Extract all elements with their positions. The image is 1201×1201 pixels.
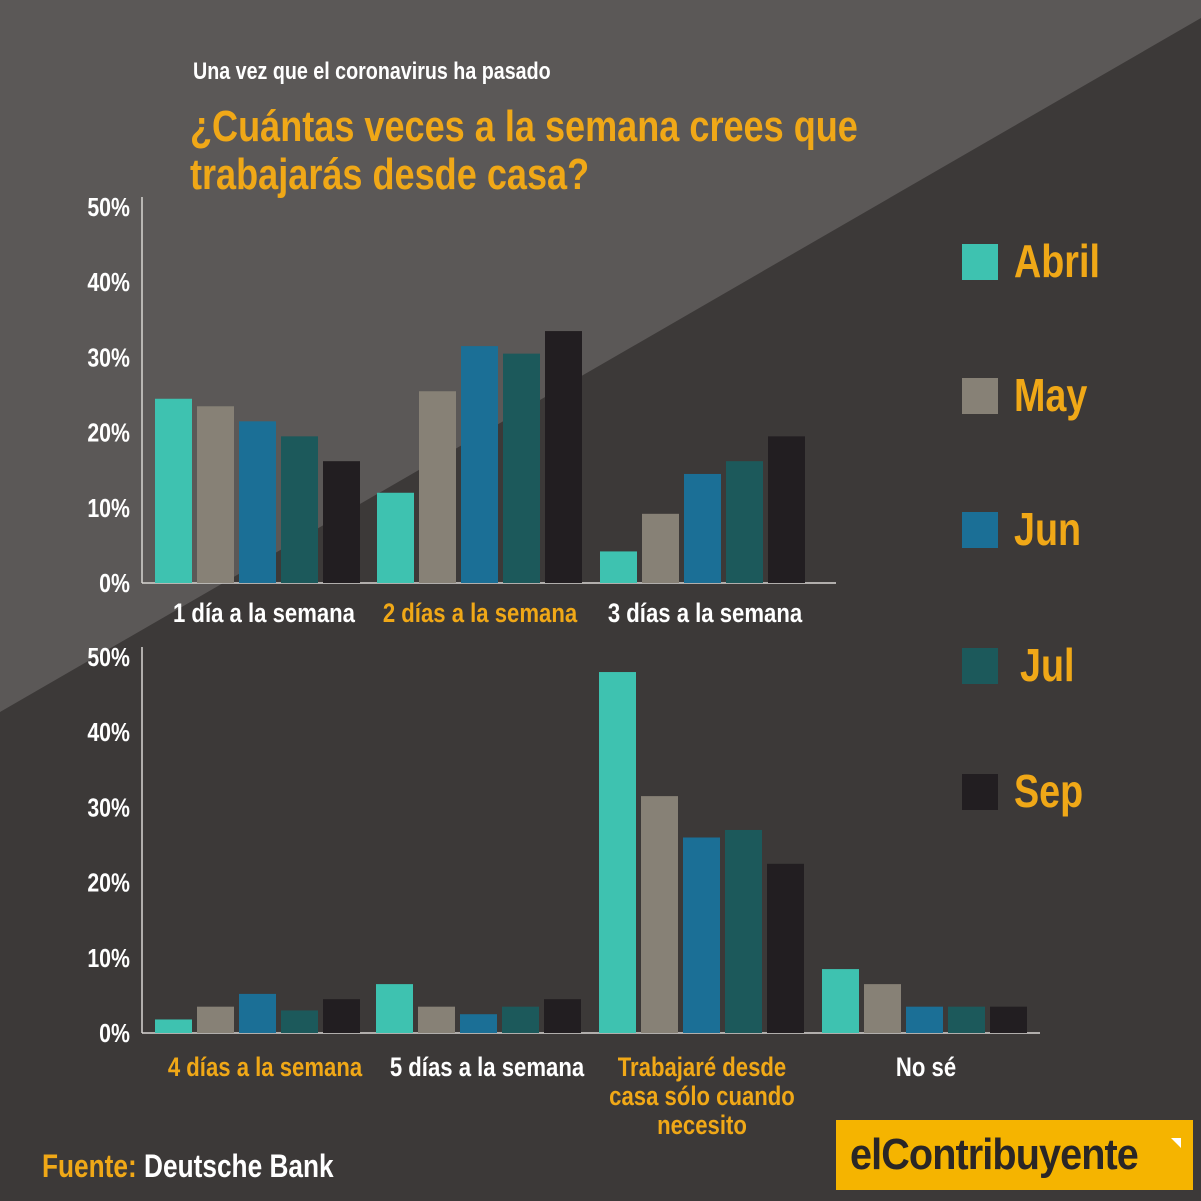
category-label: Trabajaré desde casa sólo cuando necesito: [609, 1053, 795, 1141]
bar-may: [419, 391, 456, 583]
y-tick-label: 20%: [87, 869, 130, 899]
y-tick-label: 0%: [99, 1019, 130, 1049]
y-tick-label: 40%: [87, 268, 130, 298]
bar-jun: [239, 993, 276, 1033]
bar-jul: [726, 461, 763, 583]
legend-swatch: [962, 244, 998, 280]
y-tick-label: 50%: [87, 643, 130, 673]
bar-jul: [281, 436, 318, 583]
bar-abril: [155, 398, 192, 583]
category-label: 5 días a la semana: [390, 1053, 585, 1083]
bar-sep: [990, 1006, 1027, 1033]
bar-jun: [683, 837, 720, 1033]
bar-jul: [502, 1006, 539, 1033]
y-tick-label: 20%: [87, 419, 130, 449]
y-tick-label: 10%: [87, 944, 130, 974]
bar-sep: [545, 331, 582, 583]
category-label: No sé: [896, 1053, 956, 1083]
bar-jul: [725, 829, 762, 1033]
legend-label: May: [1014, 369, 1088, 421]
source-note: Fuente: Deutsche Bank: [42, 1148, 334, 1185]
bar-abril: [600, 551, 637, 583]
bar-sep: [767, 863, 804, 1033]
bar-sep: [323, 461, 360, 583]
bar-may: [864, 984, 901, 1033]
bar-abril: [376, 984, 413, 1033]
bar-abril: [822, 969, 859, 1033]
bar-jun: [460, 1014, 497, 1033]
bar-jun: [239, 421, 276, 583]
brand-logo: elContribuyente: [836, 1120, 1193, 1190]
bar-jun: [906, 1006, 943, 1033]
bar-sep: [768, 436, 805, 583]
legend-item-may: May: [962, 368, 1192, 428]
bar-abril: [599, 672, 636, 1033]
bar-may: [197, 1006, 234, 1033]
chart-subtitle: Una vez que el coronavirus ha pasado: [193, 58, 551, 85]
legend-label: Jul: [1020, 639, 1075, 691]
bar-jun: [684, 473, 721, 583]
bar-may: [642, 513, 679, 583]
logo-text: elContribuyente: [850, 1130, 1139, 1179]
category-label: 4 días a la semana: [168, 1053, 363, 1083]
bar-abril: [155, 1019, 192, 1033]
legend: Abril May Jun Jul Sep: [962, 234, 1192, 834]
bar-sep: [323, 999, 360, 1033]
bar-jul: [948, 1006, 985, 1033]
y-tick-label: 50%: [87, 193, 130, 223]
bar-may: [197, 406, 234, 583]
bar-sep: [544, 999, 581, 1033]
y-tick-label: 0%: [99, 569, 130, 599]
logo-corner-mark: [1171, 1138, 1181, 1148]
legend-swatch: [962, 774, 998, 810]
category-label: 1 día a la semana: [173, 599, 355, 629]
legend-item-sep: Sep: [962, 764, 1192, 824]
y-tick-label: 10%: [87, 494, 130, 524]
bar-may: [641, 796, 678, 1033]
legend-item-jul: Jul: [962, 638, 1192, 698]
bar-abril: [377, 492, 414, 583]
legend-label: Jun: [1014, 503, 1082, 555]
source-value: Deutsche Bank: [144, 1148, 334, 1184]
y-tick-label: 40%: [87, 718, 130, 748]
category-label: 3 días a la semana: [608, 599, 803, 629]
bar-jul: [503, 353, 540, 583]
legend-item-jun: Jun: [962, 502, 1192, 562]
legend-swatch: [962, 512, 998, 548]
bar-jun: [461, 346, 498, 583]
legend-swatch: [962, 648, 998, 684]
category-label: 2 días a la semana: [383, 599, 578, 629]
bar-jul: [281, 1010, 318, 1033]
bar-may: [418, 1006, 455, 1033]
source-label: Fuente:: [42, 1148, 137, 1184]
legend-item-abril: Abril: [962, 234, 1192, 294]
chart-title: ¿Cuántas veces a la semana crees que tra…: [190, 102, 858, 199]
legend-label: Abril: [1014, 235, 1100, 287]
legend-swatch: [962, 378, 998, 414]
legend-label: Sep: [1014, 765, 1084, 817]
y-tick-label: 30%: [87, 343, 130, 373]
y-tick-label: 30%: [87, 793, 130, 823]
